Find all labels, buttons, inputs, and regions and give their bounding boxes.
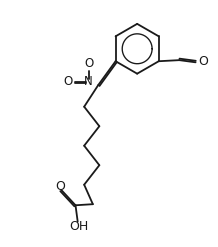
Text: O: O	[55, 180, 65, 193]
Text: O: O	[64, 75, 73, 88]
Text: O: O	[84, 57, 93, 70]
Text: OH: OH	[69, 220, 88, 233]
Text: O: O	[198, 55, 208, 68]
Text: N: N	[84, 75, 93, 88]
